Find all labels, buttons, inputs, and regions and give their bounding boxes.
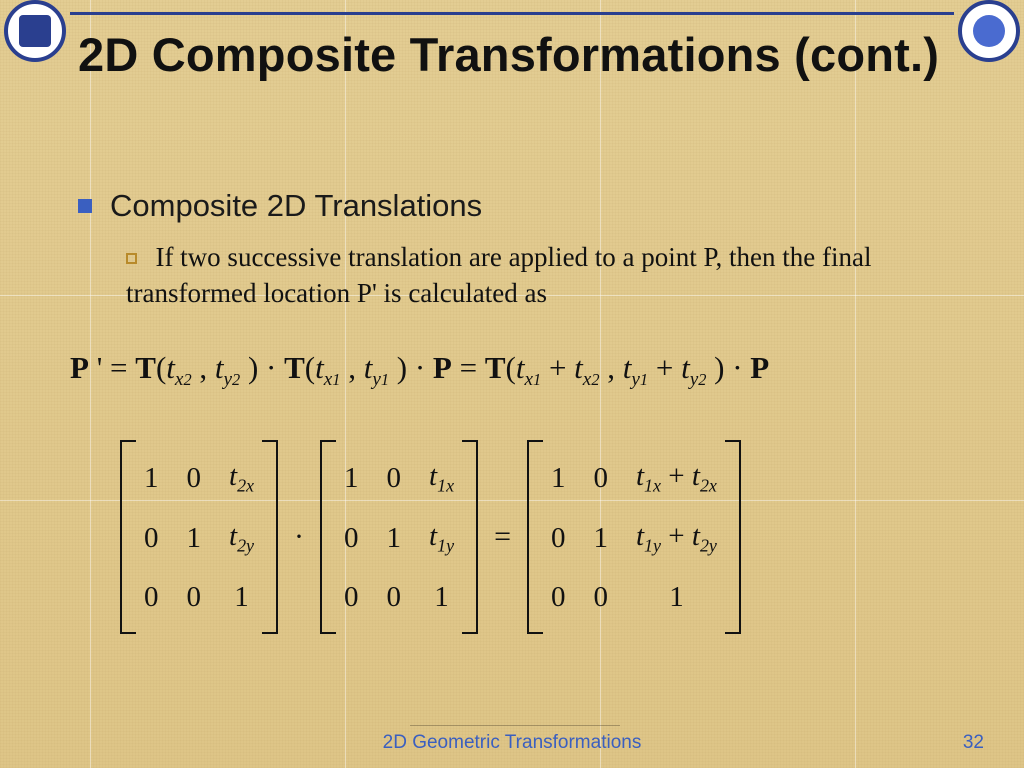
- matrix-T2: 10t2x 01t2y 001: [120, 440, 278, 634]
- matrix-result: 10t1x + t2x 01t1y + t2y 001: [527, 440, 741, 634]
- matrix-equation: 10t2x 01t2y 001 · 10t1x 01t1y 001 = 10t1…: [120, 440, 741, 634]
- footer-title: 2D Geometric Transformations: [0, 732, 1024, 754]
- slide-title: 2D Composite Transformations (cont.): [78, 28, 984, 82]
- grid-vline: [855, 0, 856, 768]
- header-rule: [70, 12, 954, 15]
- matrix-T1: 10t1x 01t1y 001: [320, 440, 478, 634]
- bullet-level-1: Composite 2D Translations: [78, 188, 482, 224]
- footer-page-number: 32: [963, 732, 984, 754]
- sub-bullet-text: If two successive translation are applie…: [126, 242, 872, 308]
- bullet-level-2: If two successive translation are applie…: [126, 240, 964, 311]
- footer-rule: [410, 725, 620, 726]
- operator-dot: ·: [284, 520, 314, 554]
- bullet-text: Composite 2D Translations: [110, 188, 482, 224]
- university-logo-left: [4, 0, 66, 62]
- bullet-square-icon: [78, 199, 92, 213]
- sub-bullet-square-icon: [126, 253, 137, 264]
- operator-equals: =: [484, 520, 521, 554]
- equation-translation-composite: P ' = T(tx2 , ty2 ) · T(tx1 , ty1 ) · P …: [70, 350, 769, 391]
